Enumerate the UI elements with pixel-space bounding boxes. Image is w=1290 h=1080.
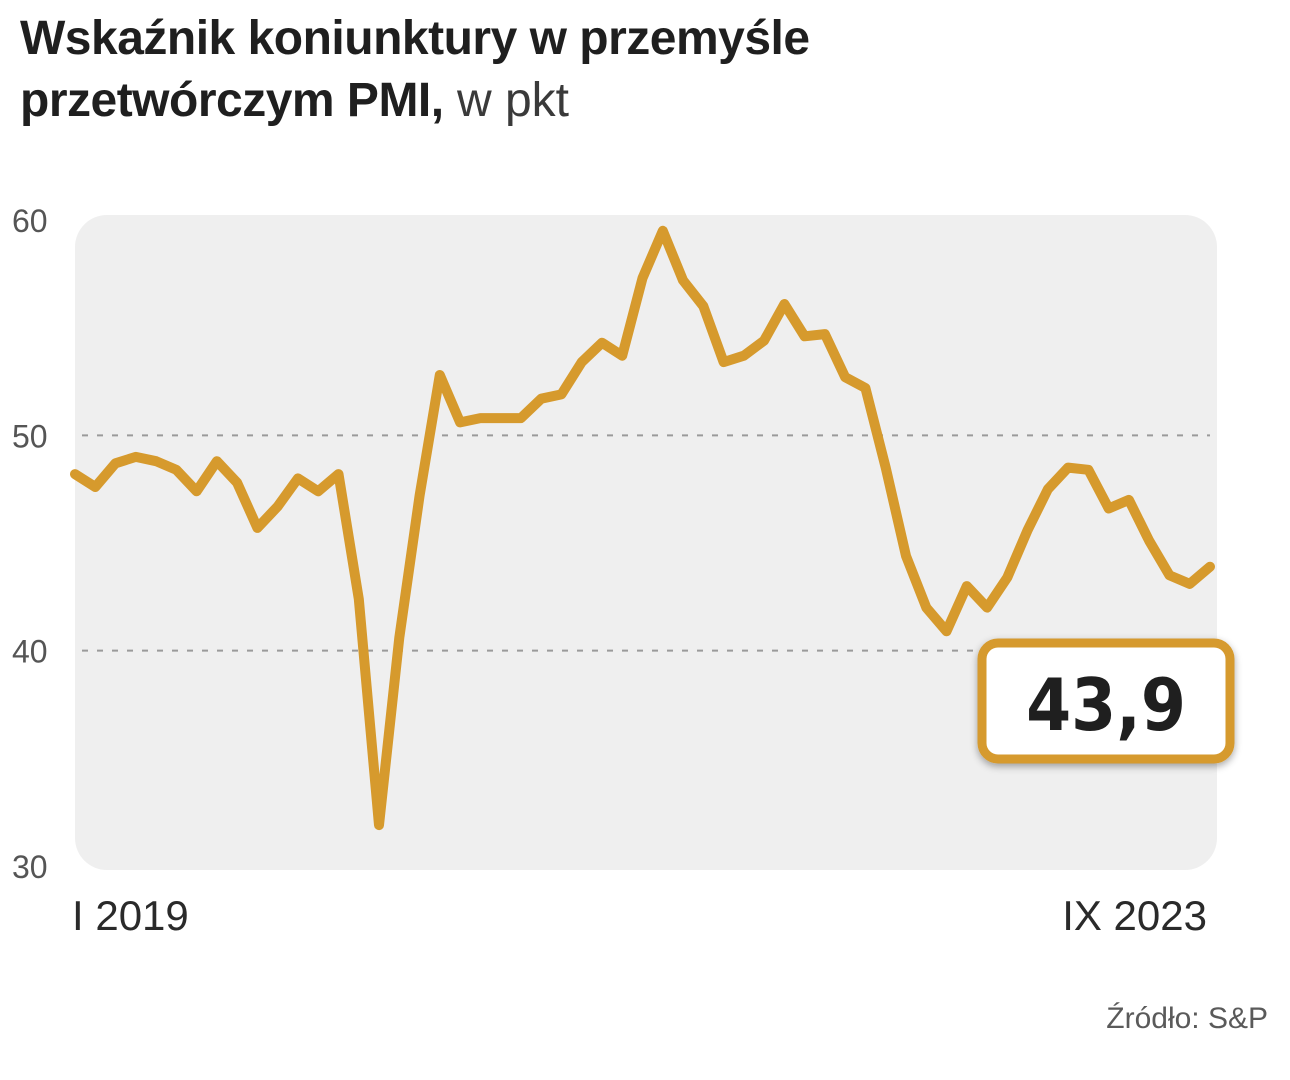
x-label-start: I 2019 [72, 892, 189, 939]
y-axis: 60 50 40 30 [12, 203, 48, 885]
title-line-1-text: Wskaźnik koniunktury w przemyśle [20, 12, 810, 65]
y-tick-label: 40 [12, 634, 48, 670]
title-line-1: Wskaźnik koniunktury w przemyśle [20, 8, 1220, 70]
y-tick-label: 60 [12, 203, 48, 239]
value-callout [977, 638, 1235, 764]
source-note: Źródło: S&P [1106, 1002, 1268, 1035]
callout-box [977, 638, 1235, 764]
title-line-2: przetwórczym PMI, w pkt [20, 70, 1220, 132]
chart-title: Wskaźnik koniunktury w przemyśle przetwó… [20, 8, 1220, 132]
title-line-2-text: przetwórczym PMI, [20, 74, 444, 127]
title-unit: w pkt [456, 74, 569, 127]
x-label-end: IX 2023 [1062, 892, 1207, 939]
series-line [70, 225, 1215, 831]
y-tick-label: 30 [12, 849, 48, 885]
callout-value: 43,9 [1026, 663, 1186, 747]
y-tick-label: 50 [12, 418, 48, 454]
plot-area [75, 215, 1217, 870]
